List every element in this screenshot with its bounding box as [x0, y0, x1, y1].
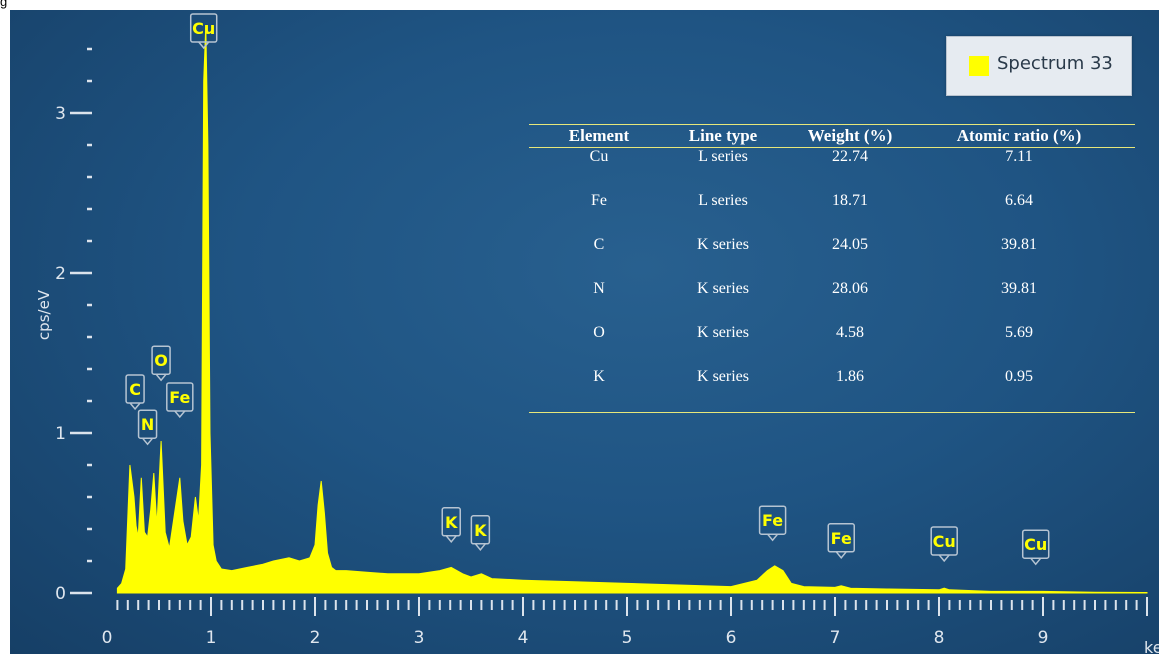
peak-label-text: K: [474, 521, 487, 540]
y-tick-label: 2: [55, 264, 66, 284]
y-tick-label: 0: [55, 584, 66, 604]
table-cell: L series: [698, 192, 748, 209]
table-cell: 24.05: [832, 236, 868, 253]
table-header-cell: Atomic ratio (%): [956, 126, 1082, 145]
x-tick-label: 5: [622, 628, 633, 648]
spectrum-area: [116, 24, 1148, 594]
peak-label-pointer: [1030, 557, 1042, 566]
peak-label-text: Fe: [762, 511, 783, 530]
peak-label-k: K: [441, 507, 461, 543]
y-tick-label: 3: [55, 104, 66, 124]
table-bottom-rule: [529, 412, 1135, 413]
x-tick-label: 9: [1038, 628, 1049, 648]
page-header-text: g: [0, 0, 8, 9]
peak-label-text: O: [154, 351, 168, 370]
table-cell: 5.69: [1005, 324, 1033, 341]
peak-label-pointer: [174, 410, 186, 419]
x-tick-label: 7: [830, 628, 841, 648]
peak-label-box: [1021, 529, 1050, 559]
table-cell: 4.58: [836, 324, 864, 341]
peak-label-n: N: [137, 409, 158, 446]
peak-label-pointer: [198, 41, 210, 50]
x-tick-label: 4: [518, 628, 529, 648]
table-cell: C: [593, 236, 605, 253]
peak-label-pointer: [141, 437, 154, 446]
table-cell: 39.81: [1001, 280, 1037, 297]
peak-label-box: [166, 382, 194, 412]
peak-label-text: Fe: [831, 529, 852, 548]
table-cell: 22.74: [832, 148, 868, 165]
peak-label-pointer: [835, 551, 847, 559]
y-axis-label: cps/eV: [35, 289, 53, 341]
table-cell: K: [593, 368, 605, 385]
table-cell: N: [593, 280, 605, 297]
peak-label-o: O: [151, 345, 171, 382]
peak-label-pointer: [938, 554, 950, 563]
peak-label-fe: Fe: [827, 523, 855, 559]
table-cell: 0.95: [1005, 368, 1033, 385]
table-cell: 18.71: [832, 192, 868, 209]
peak-label-box: [930, 526, 958, 556]
legend-label: Spectrum 33: [997, 53, 1113, 74]
peak-label-box: [441, 507, 461, 537]
table-cell: K series: [697, 324, 749, 341]
peak-label-text: N: [141, 415, 154, 434]
peak-label-text: C: [129, 380, 141, 399]
peak-label-cu: Cu: [930, 526, 958, 563]
table-cell: 6.64: [1005, 192, 1033, 209]
x-axis-label: keV: [1144, 638, 1159, 657]
peak-label-pointer: [129, 402, 141, 411]
table-cell: K series: [697, 236, 749, 253]
peak-label-pointer: [767, 533, 779, 542]
table-cell: Fe: [591, 192, 607, 209]
x-tick-label: 0: [102, 628, 113, 648]
peak-label-pointer: [445, 535, 457, 543]
peak-label-text: K: [445, 513, 458, 532]
peak-label-pointer: [155, 373, 167, 382]
y-tick-label: 1: [55, 424, 66, 444]
table-cell: L series: [698, 148, 748, 165]
peak-label-k: K: [470, 515, 491, 551]
table-header-rule: [529, 147, 1135, 148]
x-tick-label: 6: [726, 628, 737, 648]
peak-label-box: [189, 13, 218, 43]
peak-label-text: Fe: [169, 388, 190, 407]
peak-label-box: [827, 523, 855, 553]
x-tick-label: 3: [414, 628, 425, 648]
table-cell: O: [593, 324, 605, 341]
peak-label-pointer: [474, 543, 486, 551]
table-header-cell: Weight (%): [807, 126, 893, 145]
peak-label-box: [470, 515, 491, 545]
peak-label-box: [758, 505, 787, 535]
peak-label-text: Cu: [933, 532, 956, 551]
table-top-rule: [529, 124, 1135, 125]
table-cell: Cu: [589, 148, 609, 165]
peak-label-fe: Fe: [758, 505, 787, 542]
peak-label-cu: Cu: [1021, 529, 1050, 566]
table-header-cell: Element: [568, 126, 630, 145]
x-tick-label: 2: [310, 628, 321, 648]
peak-label-box: [151, 345, 171, 375]
table-cell: 39.81: [1001, 236, 1037, 253]
legend-swatch: [969, 56, 989, 76]
legend[interactable]: Spectrum 33: [946, 36, 1132, 96]
peak-label-box: [125, 374, 145, 404]
table-cell: K series: [697, 368, 749, 385]
peak-label-c: C: [125, 374, 145, 411]
table-cell: K series: [697, 280, 749, 297]
peak-label-text: Cu: [1024, 535, 1047, 554]
peak-label-cu: Cu: [189, 13, 218, 50]
peak-label-text: Cu: [192, 19, 215, 38]
table-cell: 7.11: [1005, 148, 1033, 165]
table-cell: 28.06: [832, 280, 868, 297]
x-tick-label: 8: [934, 628, 945, 648]
peak-label-box: [137, 409, 158, 439]
x-tick-label: 1: [206, 628, 217, 648]
table-header-cell: Line type: [688, 126, 758, 145]
table-cell: 1.86: [836, 368, 864, 385]
peak-label-fe: Fe: [166, 382, 194, 419]
